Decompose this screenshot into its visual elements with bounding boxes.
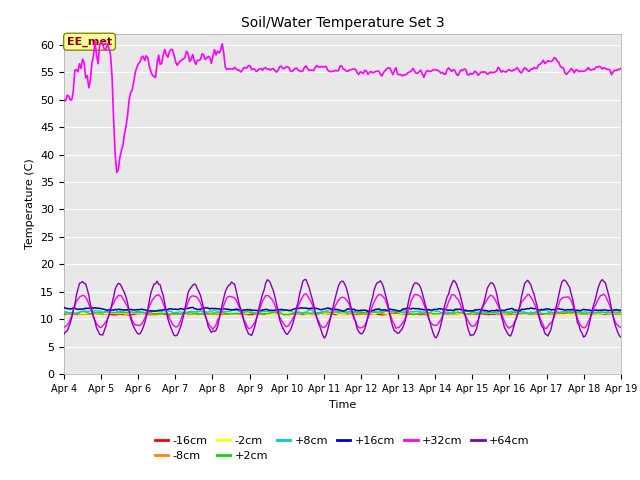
X-axis label: Time: Time (329, 400, 356, 409)
Text: EE_met: EE_met (67, 36, 112, 47)
Y-axis label: Temperature (C): Temperature (C) (24, 158, 35, 250)
Title: Soil/Water Temperature Set 3: Soil/Water Temperature Set 3 (241, 16, 444, 30)
Legend: -16cm, -8cm, -2cm, +2cm, +8cm, +16cm, +32cm, +64cm: -16cm, -8cm, -2cm, +2cm, +8cm, +16cm, +3… (150, 431, 534, 466)
